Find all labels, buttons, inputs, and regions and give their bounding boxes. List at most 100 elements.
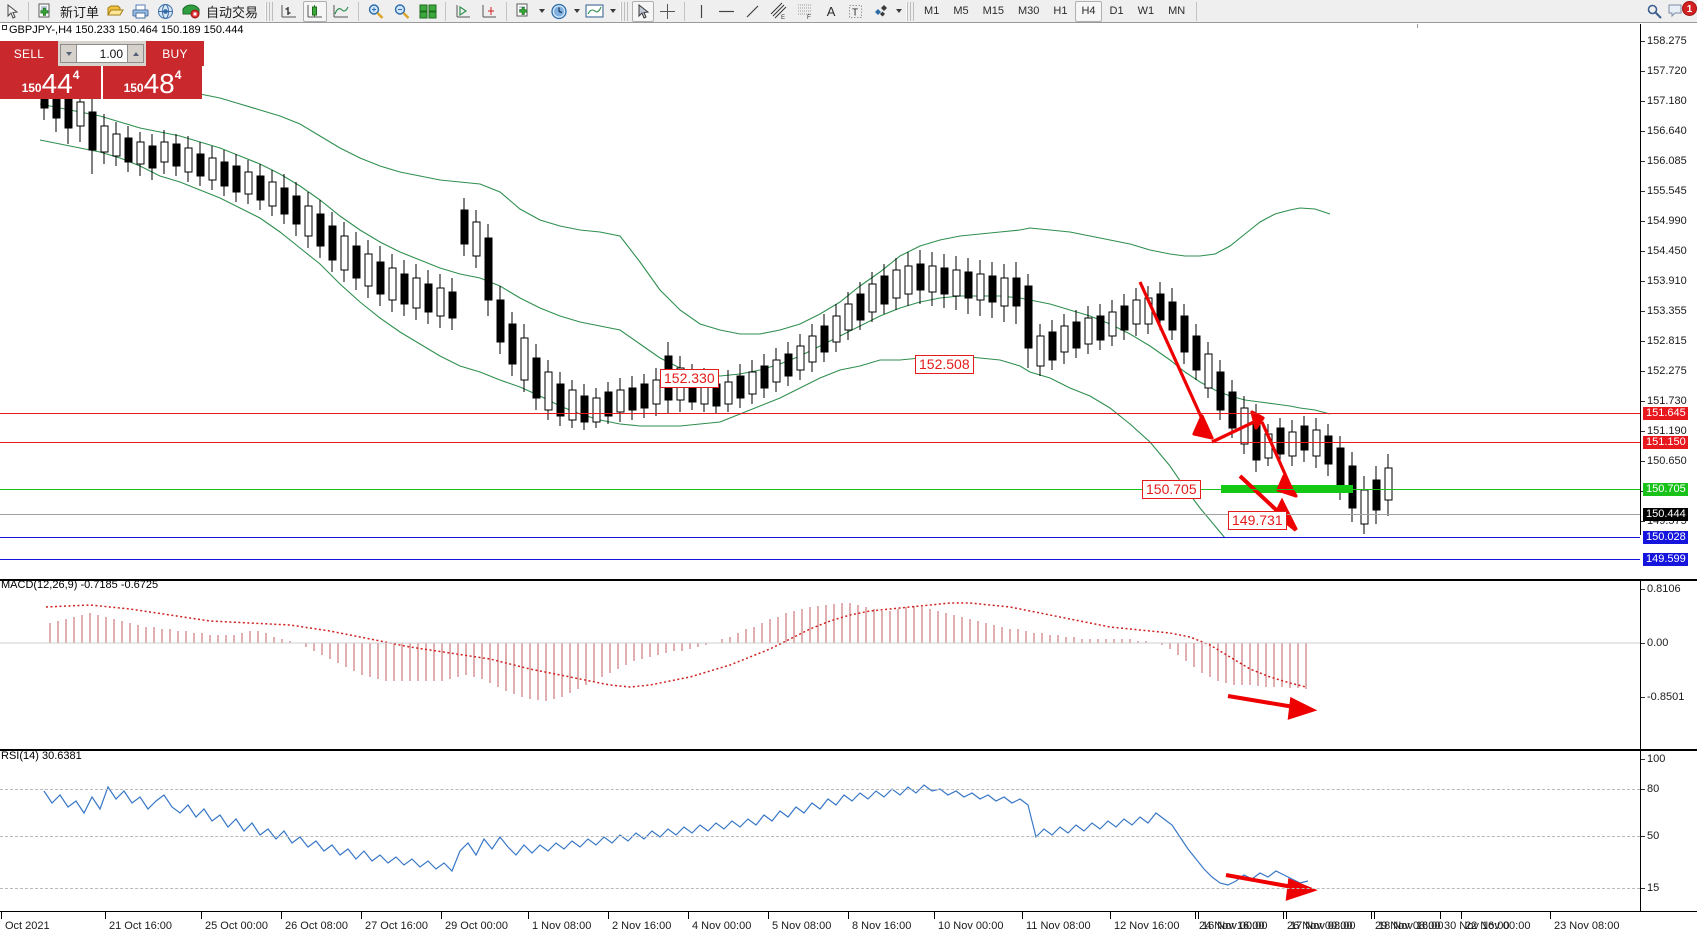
callout-150705[interactable]: 150.705 xyxy=(1142,480,1201,499)
svg-text:T: T xyxy=(852,7,858,18)
timeframe-m30[interactable]: M30 xyxy=(1018,5,1040,17)
price-chart-canvas xyxy=(39,67,1393,539)
printer-icon[interactable] xyxy=(129,1,152,22)
timeframe-m5[interactable]: M5 xyxy=(953,5,969,17)
toolbar-grip-2[interactable] xyxy=(620,1,629,21)
crosshair-icon[interactable] xyxy=(656,1,679,22)
templates-chevron-down-icon[interactable] xyxy=(608,1,617,22)
fibonacci-icon[interactable]: F xyxy=(793,1,818,22)
timeframe-w1[interactable]: W1 xyxy=(1137,5,1155,17)
buy-price-display[interactable]: 150 48 4 xyxy=(101,66,202,99)
folder-icon[interactable] xyxy=(104,1,127,22)
price-scale[interactable]: 158.275 157.720 157.180 156.640 156.085 … xyxy=(1641,24,1697,544)
buy-price-prefix: 150 xyxy=(123,81,144,95)
time-tick-19 xyxy=(1195,912,1196,919)
time-tick-22 xyxy=(1440,912,1441,919)
notifications-icon[interactable]: 1 xyxy=(1667,0,1697,22)
shapes-icon[interactable] xyxy=(869,1,893,22)
horizontal-line-icon[interactable] xyxy=(714,1,739,22)
macd-trend-arrow xyxy=(1227,694,1318,720)
timeframe-d1[interactable]: D1 xyxy=(1109,5,1124,17)
svg-text:E: E xyxy=(781,15,785,20)
timeframe-m1[interactable]: M1 xyxy=(924,5,940,17)
notification-count: 1 xyxy=(1682,0,1697,16)
add-indicator-chevron-down-icon[interactable] xyxy=(537,1,546,22)
price-line-151645 xyxy=(0,413,1640,414)
time-label-3: 26 Oct 08:00 xyxy=(285,920,348,932)
equidistant-channel-icon[interactable]: E xyxy=(766,1,791,22)
time-label-16: 18 Nov 16:00 xyxy=(1378,920,1444,932)
sell-button[interactable]: SELL xyxy=(0,41,58,66)
add-indicator-icon[interactable] xyxy=(512,1,536,22)
shapes-chevron-down-icon[interactable] xyxy=(894,1,903,22)
sell-price-prefix: 150 xyxy=(21,81,42,95)
autotrading-icon[interactable] xyxy=(179,1,203,22)
text-icon[interactable]: A xyxy=(826,3,836,19)
shift-start-icon[interactable] xyxy=(451,1,475,22)
new-order-icon[interactable] xyxy=(34,1,57,22)
callout-152330[interactable]: 152.330 xyxy=(660,369,719,388)
rsi-scale-divider xyxy=(1640,751,1641,911)
volume-stepper[interactable]: 1.00 xyxy=(58,41,146,66)
new-order-label[interactable]: 新订单 xyxy=(60,4,100,20)
bollinger-lower xyxy=(39,139,1226,539)
buy-button[interactable]: BUY xyxy=(146,41,204,66)
chart-symbol-header: GBPJPY-,H4 150.233 150.464 150.189 150.4… xyxy=(0,24,1697,38)
svg-text:F: F xyxy=(807,15,811,20)
vertical-line-icon[interactable] xyxy=(690,1,712,22)
toolbar-grip-3[interactable] xyxy=(906,1,915,21)
text-label-icon[interactable]: T xyxy=(844,1,867,22)
cursor-arrow-icon[interactable] xyxy=(632,0,655,22)
sell-price-display[interactable]: 150 44 4 xyxy=(0,66,101,99)
time-label-5: 29 Oct 00:00 xyxy=(445,920,508,932)
period-chevron-down-icon[interactable] xyxy=(572,1,581,22)
rsi-indicator-label[interactable]: RSI(14) 30.6381 xyxy=(1,750,82,762)
timeframe-h1[interactable]: H1 xyxy=(1053,5,1068,17)
toolbar-grip-1[interactable] xyxy=(265,1,274,21)
chart-shift-icon[interactable] xyxy=(477,1,501,22)
volume-increase-button[interactable] xyxy=(127,44,144,63)
volume-decrease-button[interactable] xyxy=(60,44,77,63)
timeframe-h4[interactable]: H4 xyxy=(1075,0,1102,22)
timeframe-m15[interactable]: M15 xyxy=(982,5,1004,17)
timeframe-mn[interactable]: MN xyxy=(1168,5,1186,17)
candlestick-chart-icon[interactable] xyxy=(303,0,328,22)
time-label-13: 12 Nov 16:00 xyxy=(1114,920,1180,932)
bar-chart-icon[interactable] xyxy=(277,1,301,22)
line-chart-icon[interactable] xyxy=(329,1,353,22)
period-icon[interactable] xyxy=(547,1,571,22)
globe-icon[interactable] xyxy=(154,1,177,22)
price-tick-11: 152.275 xyxy=(1647,365,1687,377)
price-pane[interactable]: 152.330 152.508 150.705 158.275 157.720 … xyxy=(0,24,1697,544)
price-line-150444 xyxy=(0,514,1640,515)
time-label-0: Oct 2021 xyxy=(5,920,50,932)
trendline-icon[interactable] xyxy=(741,1,764,22)
price-label-149599[interactable]: 149.599 xyxy=(1643,553,1688,566)
tile-windows-icon[interactable] xyxy=(416,1,440,22)
templates-icon[interactable] xyxy=(582,1,607,22)
price-line-150705 xyxy=(0,489,1640,490)
time-label-19: 24 Nov 16:00 xyxy=(1199,920,1265,932)
zoom-in-icon[interactable] xyxy=(364,1,388,22)
one-click-trading-panel[interactable]: SELL 1.00 BUY 150 44 4 150 48 4 xyxy=(0,41,204,99)
autotrading-label[interactable]: 自动交易 xyxy=(206,4,259,20)
price-label-150705[interactable]: 150.705 xyxy=(1643,483,1688,496)
cursor-icon[interactable] xyxy=(1,1,23,22)
macd-pane[interactable]: MACD(12,26,9) -0.7185 -0.6725 xyxy=(0,579,1697,749)
callout-149731[interactable]: 149.731 xyxy=(1228,511,1287,530)
time-label-18: 23 Nov 08:00 xyxy=(1554,920,1620,932)
price-tick-3: 156.640 xyxy=(1647,125,1687,137)
search-icon[interactable] xyxy=(1643,1,1666,22)
volume-input[interactable]: 1.00 xyxy=(77,44,127,63)
bollinger-middle xyxy=(39,103,1331,415)
price-label-151645[interactable]: 151.645 xyxy=(1643,407,1688,420)
time-axis[interactable]: Oct 2021 21 Oct 16:00 25 Oct 00:00 26 Oc… xyxy=(0,911,1697,946)
callout-152508[interactable]: 152.508 xyxy=(915,355,974,374)
price-label-150028[interactable]: 150.028 xyxy=(1643,531,1688,544)
price-label-151150[interactable]: 151.150 xyxy=(1643,436,1688,449)
macd-indicator-label[interactable]: MACD(12,26,9) -0.7185 -0.6725 xyxy=(1,579,159,591)
rsi-canvas xyxy=(43,784,1318,901)
rsi-pane[interactable]: RSI(14) 30.6381 100 80 50 15 xyxy=(0,749,1697,911)
time-label-12: 11 Nov 08:00 xyxy=(1026,920,1091,932)
zoom-out-icon[interactable] xyxy=(390,1,414,22)
